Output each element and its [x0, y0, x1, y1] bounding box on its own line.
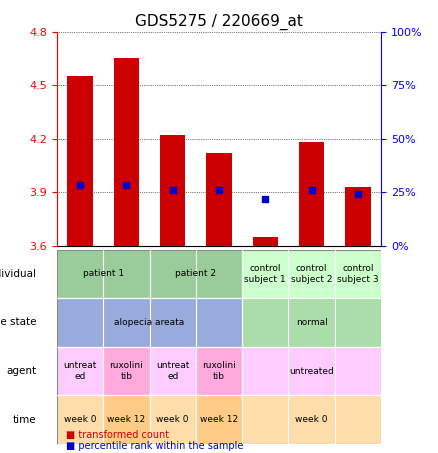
Bar [103, 347, 149, 395]
Bar [196, 395, 242, 444]
Text: control
subject 2: control subject 2 [291, 264, 332, 284]
Bar [149, 347, 196, 395]
Text: disease state: disease state [0, 318, 36, 328]
Text: week 0: week 0 [295, 415, 328, 424]
Bar [57, 298, 242, 347]
Text: individual: individual [0, 269, 36, 279]
Bar [160, 135, 185, 246]
Bar [67, 76, 93, 246]
Bar [345, 187, 371, 246]
Text: patient 2: patient 2 [175, 270, 216, 279]
Text: ■ transformed count: ■ transformed count [66, 430, 169, 440]
Bar [103, 395, 149, 444]
Text: week 12: week 12 [200, 415, 238, 424]
Text: ruxolini
tib: ruxolini tib [110, 361, 143, 381]
Text: alopecia areata: alopecia areata [114, 318, 185, 327]
Bar [196, 347, 242, 395]
Text: control
subject 1: control subject 1 [244, 264, 286, 284]
Title: GDS5275 / 220669_at: GDS5275 / 220669_at [135, 14, 303, 30]
Text: week 0: week 0 [156, 415, 189, 424]
Text: untreated: untreated [289, 366, 334, 376]
Text: untreat
ed: untreat ed [156, 361, 189, 381]
Bar [242, 347, 381, 395]
Bar [57, 395, 103, 444]
Text: agent: agent [6, 366, 36, 376]
Bar [149, 250, 242, 298]
Bar [289, 250, 335, 298]
Text: patient 1: patient 1 [83, 270, 124, 279]
Bar [114, 58, 139, 246]
Bar [57, 250, 149, 298]
Text: ■ percentile rank within the sample: ■ percentile rank within the sample [66, 441, 243, 451]
Text: control
subject 3: control subject 3 [337, 264, 379, 284]
Bar [242, 250, 289, 298]
Bar [253, 236, 278, 246]
Bar [299, 142, 324, 246]
Bar [242, 395, 381, 444]
Bar [149, 395, 196, 444]
Bar [206, 153, 232, 246]
Text: normal: normal [296, 318, 328, 327]
Bar [57, 347, 103, 395]
Text: untreat
ed: untreat ed [64, 361, 97, 381]
Bar [335, 250, 381, 298]
Text: ruxolini
tib: ruxolini tib [202, 361, 236, 381]
Bar [242, 298, 381, 347]
Text: week 12: week 12 [107, 415, 145, 424]
Text: week 0: week 0 [64, 415, 96, 424]
Text: time: time [12, 414, 36, 424]
